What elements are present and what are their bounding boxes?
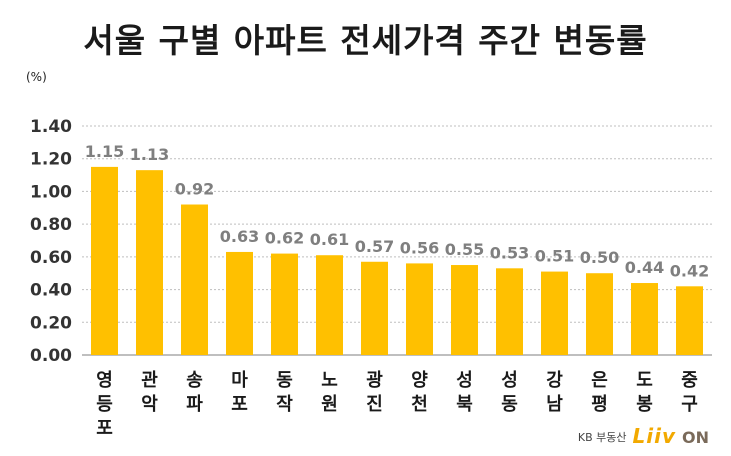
bar-13 (676, 286, 703, 355)
value-label-6: 0.57 (355, 237, 394, 256)
value-label-1: 1.13 (130, 145, 169, 164)
brand-logo: KB 부동산 Liiv ON (578, 424, 709, 448)
bar-5 (316, 255, 343, 355)
bar-11 (586, 273, 613, 355)
value-label-10: 0.51 (535, 247, 574, 266)
value-label-2: 0.92 (175, 180, 214, 199)
bar-9 (496, 268, 523, 355)
bar-8 (451, 265, 478, 355)
value-label-11: 0.50 (580, 248, 619, 267)
bar-4 (271, 253, 298, 355)
category-labels: 영 등 포 관 악 송 파 마 포 동 작 노 원 광 진 양 천 성 북 성 동 강 남 은 평 도 봉 중 구 (96, 370, 698, 439)
grid-lines (82, 125, 712, 356)
bar-3 (226, 251, 253, 355)
value-label-4: 0.62 (265, 229, 304, 248)
y-tick-label: 0.20 (30, 313, 72, 333)
y-tick-label: 1.20 (30, 150, 72, 170)
value-label-9: 0.53 (490, 243, 529, 262)
bar-7 (406, 263, 433, 355)
y-tick-label: 1.00 (30, 182, 72, 202)
value-label-0: 1.15 (85, 142, 124, 161)
bars (91, 166, 703, 355)
value-label-7: 0.56 (400, 238, 439, 257)
brand-on-text: ON (682, 428, 709, 447)
value-label-13: 0.42 (670, 261, 709, 280)
unit-label: (%) (26, 70, 47, 84)
bar-12 (631, 283, 658, 355)
value-label-5: 0.61 (310, 230, 349, 249)
bar-10 (541, 271, 568, 355)
bar-1 (136, 170, 163, 355)
value-label-3: 0.63 (220, 227, 259, 246)
value-label-12: 0.44 (625, 258, 664, 277)
page-title: 서울 구별 아파트 전세가격 주간 변동률 (83, 21, 648, 60)
y-tick-label: 0.00 (30, 346, 72, 366)
y-tick-label: 0.40 (30, 281, 72, 301)
y-tick-label: 0.60 (30, 248, 72, 268)
value-labels: 1.15 1.13 0.92 0.63 0.62 0.61 0.57 0.56 0.55 0.53… (85, 142, 709, 280)
brand-kb-text: KB 부동산 (577, 431, 627, 444)
value-label-8: 0.55 (445, 240, 484, 259)
bar-0 (91, 166, 118, 355)
bar-6 (361, 261, 388, 355)
y-tick-label: 1.40 (30, 117, 72, 137)
y-axis-ticks: 0.00 0.20 0.40 0.60 0.80 1.00 1.20 1.40 (30, 117, 72, 366)
bar-2 (181, 204, 208, 355)
brand-liiv-text: Liiv (632, 424, 676, 448)
y-tick-label: 0.80 (30, 215, 72, 235)
